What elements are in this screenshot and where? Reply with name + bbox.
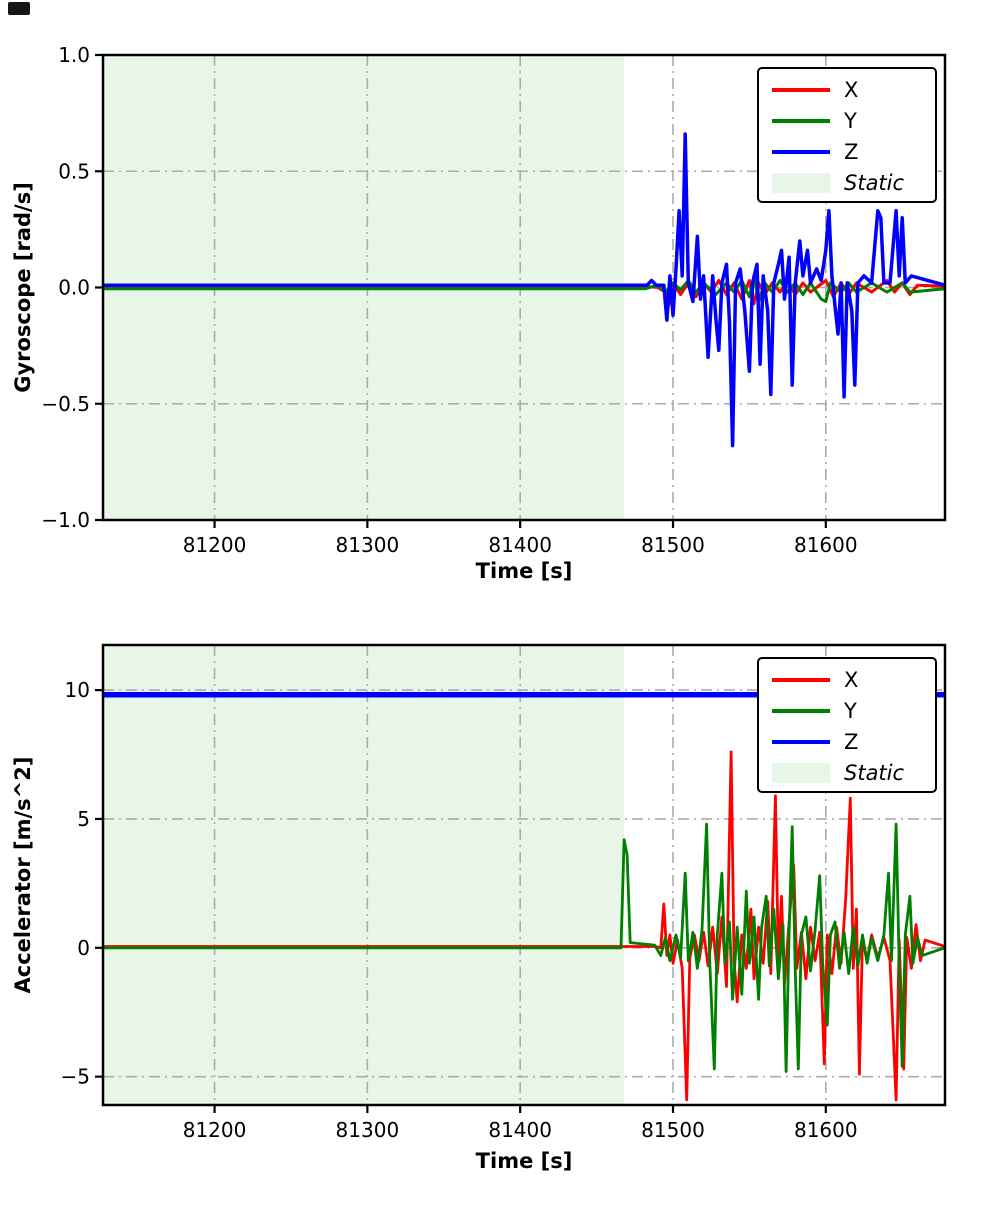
legend-label: Static bbox=[844, 761, 905, 785]
series-y-line bbox=[103, 822, 945, 1073]
y-tick-label: 10 bbox=[65, 678, 90, 702]
legend-sample-static bbox=[772, 173, 830, 193]
x-tick-label: 81200 bbox=[183, 1118, 247, 1142]
legend-box bbox=[757, 67, 937, 203]
plot-area bbox=[103, 132, 945, 448]
y-tick-label: −5 bbox=[61, 1065, 90, 1089]
legend-label: Static bbox=[844, 171, 905, 195]
series-y-line bbox=[103, 274, 945, 303]
x-tick-label: 81300 bbox=[336, 1118, 400, 1142]
axes-spines bbox=[101, 643, 947, 1107]
y-tick-label: −0.5 bbox=[41, 392, 90, 416]
legend-label: Z bbox=[844, 140, 858, 164]
legend-box bbox=[757, 657, 937, 793]
legend-label: X bbox=[844, 668, 858, 692]
legend-label: Z bbox=[844, 730, 858, 754]
y-tick-label: 0.5 bbox=[58, 159, 90, 183]
y-axis-label: Accelerator [m/s^2] bbox=[11, 757, 35, 994]
y-axis-label: Gyroscope [rad/s] bbox=[11, 182, 35, 393]
y-tick-label: 0 bbox=[77, 936, 90, 960]
series-z-line bbox=[103, 132, 945, 448]
x-axis-label: Time [s] bbox=[476, 1149, 573, 1173]
y-tick-label: 0.0 bbox=[58, 276, 90, 300]
legend-label: Y bbox=[843, 699, 857, 723]
static-region bbox=[103, 645, 625, 1105]
x-tick-label: 81200 bbox=[183, 533, 247, 557]
x-tick-label: 81400 bbox=[488, 533, 552, 557]
x-tick-label: 81600 bbox=[794, 1118, 858, 1142]
y-tick-label: −1.0 bbox=[41, 508, 90, 532]
y-tick-label: 1.0 bbox=[58, 43, 90, 67]
x-tick-label: 81500 bbox=[641, 533, 705, 557]
legend-label: X bbox=[844, 78, 858, 102]
screen-corner-artifact bbox=[8, 2, 30, 15]
x-tick-label: 81500 bbox=[641, 1118, 705, 1142]
legend-label: Y bbox=[843, 109, 857, 133]
x-tick-label: 81600 bbox=[794, 533, 858, 557]
x-tick-label: 81400 bbox=[488, 1118, 552, 1142]
legend-sample-static bbox=[772, 763, 830, 783]
x-axis-label: Time [s] bbox=[476, 559, 573, 583]
x-tick-label: 81300 bbox=[336, 533, 400, 557]
y-tick-label: 5 bbox=[77, 807, 90, 831]
